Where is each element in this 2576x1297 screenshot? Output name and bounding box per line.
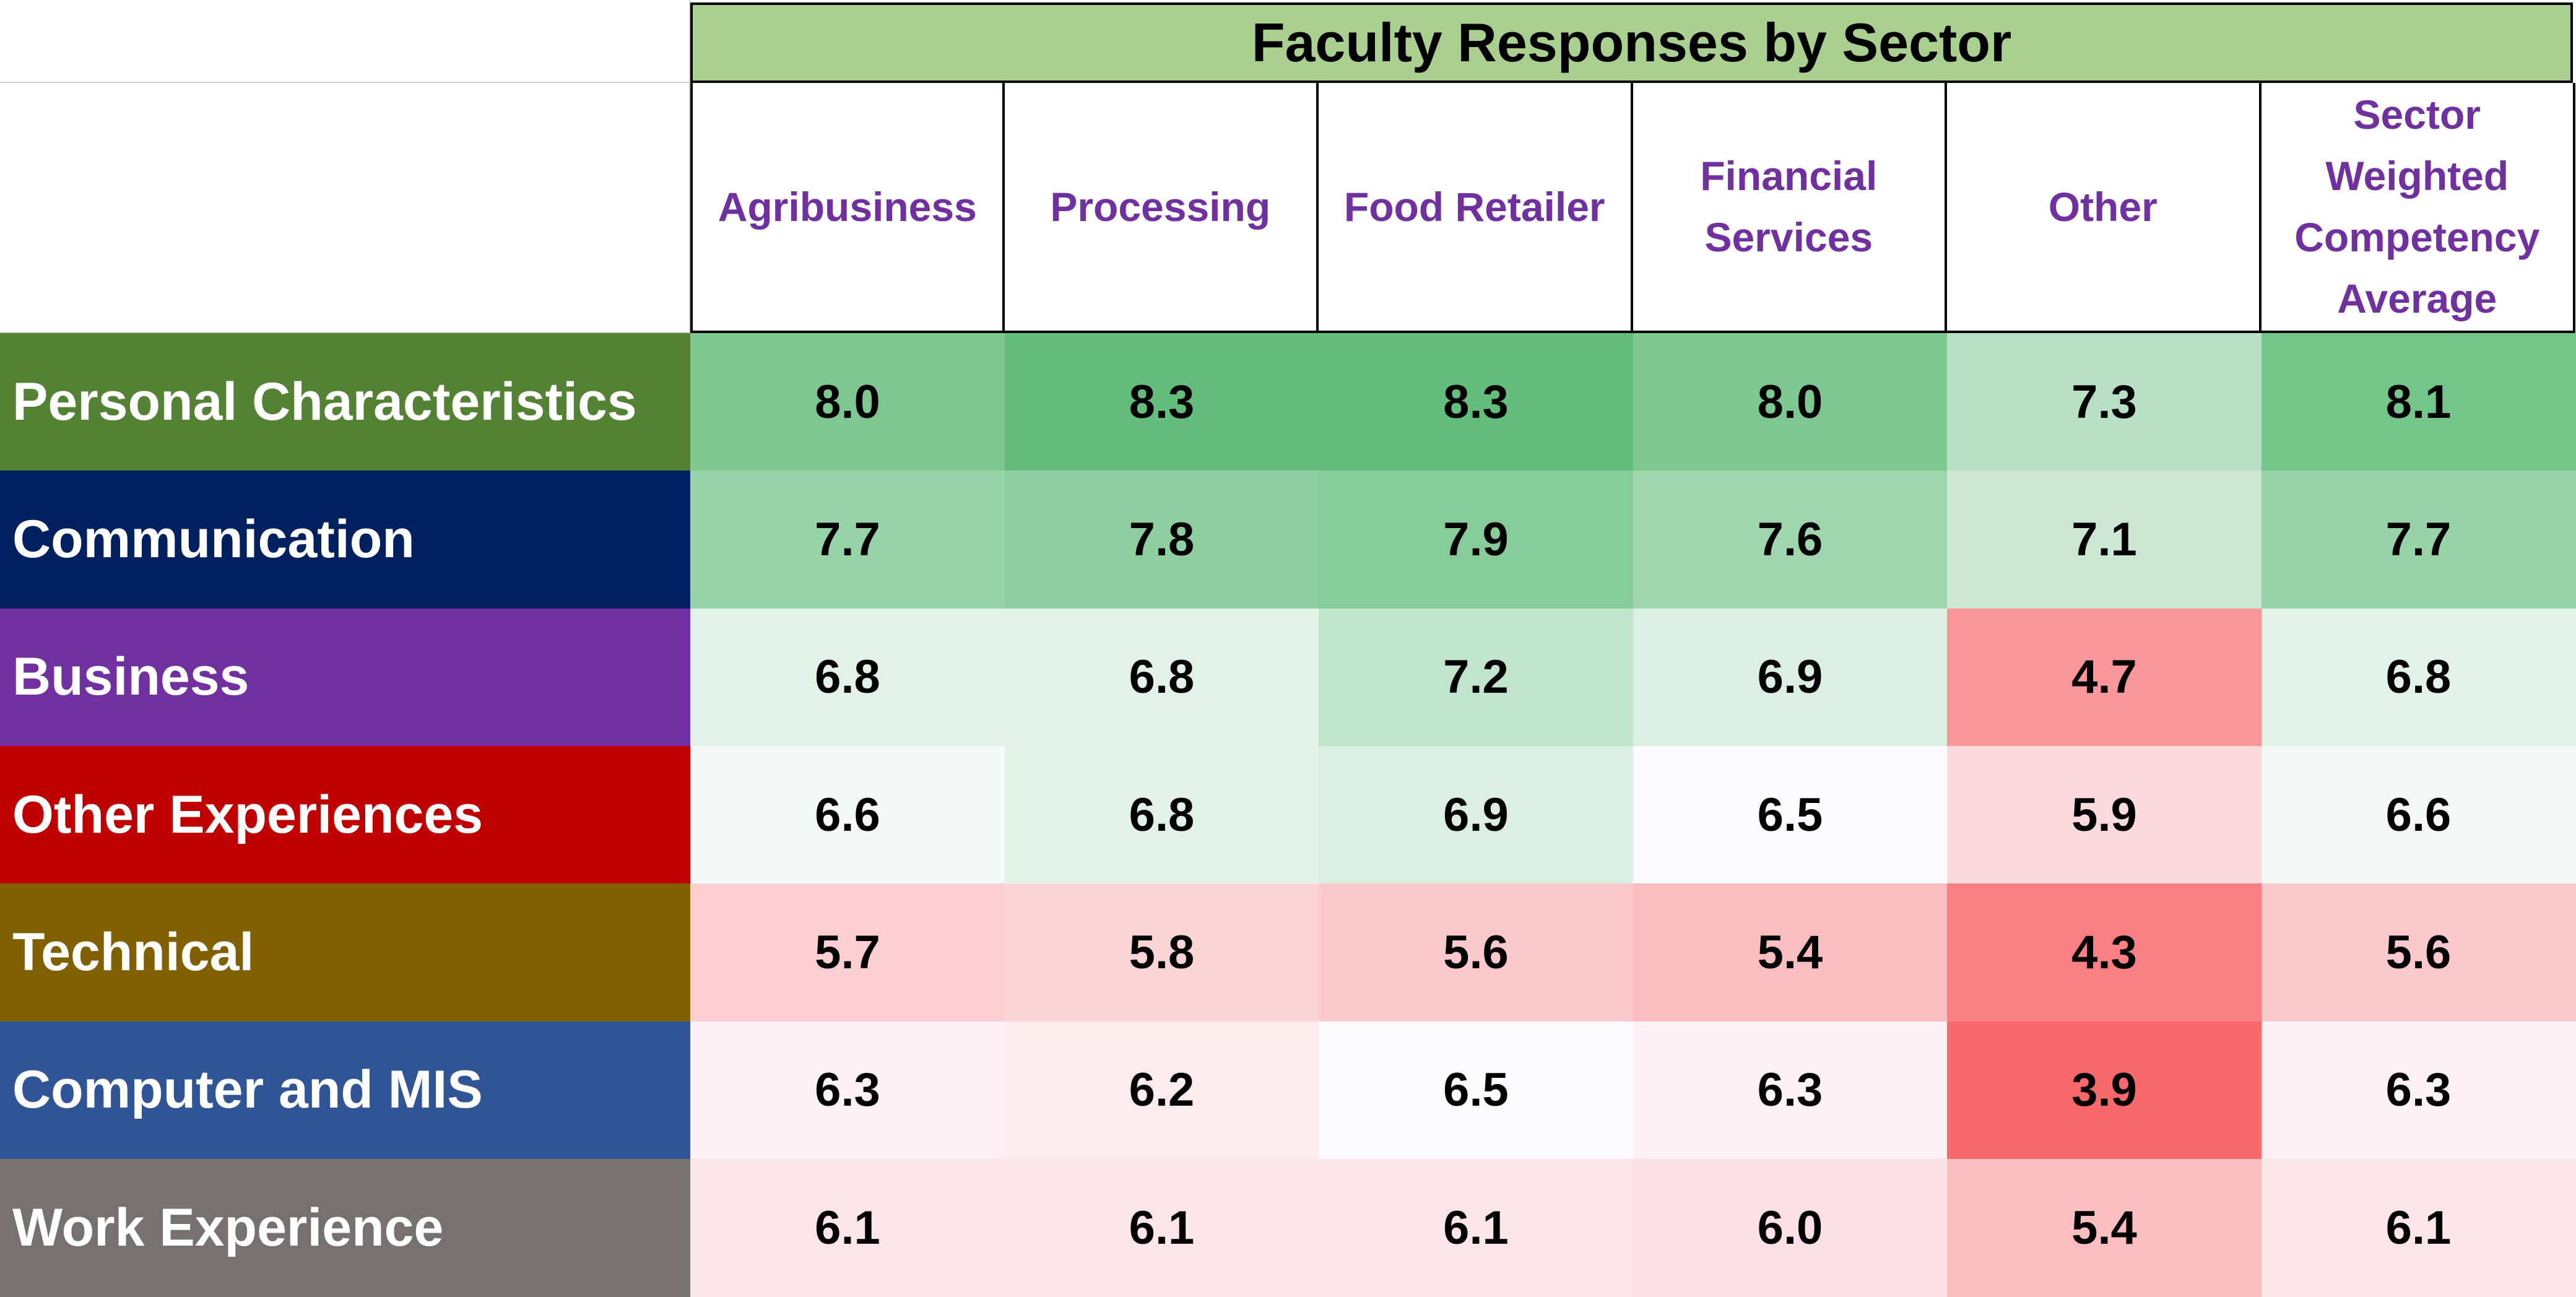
heatmap-cell: 3.9 [1947, 1021, 2262, 1160]
heatmap-cell: 6.1 [1319, 1158, 1633, 1297]
heatmap-cell: 7.9 [1319, 471, 1633, 609]
heatmap-cell: 6.3 [2261, 1021, 2576, 1160]
column-header: Processing [1002, 83, 1319, 333]
chart-title: Faculty Responses by Sector [690, 2, 2573, 83]
heatmap-cell: 6.9 [1633, 608, 1948, 747]
column-header: Other [1945, 83, 2262, 333]
row-header: Communication [0, 471, 690, 609]
heatmap-cell: 5.4 [1633, 883, 1948, 1022]
heatmap-cell: 5.9 [1947, 745, 2262, 884]
heatmap-cell: 4.3 [1947, 883, 2262, 1022]
heatmap-cell: 7.2 [1319, 608, 1633, 747]
heatmap-cell: 8.3 [1004, 333, 1319, 471]
column-header: Agribusiness [690, 83, 1005, 333]
heatmap-cell: 8.3 [1319, 333, 1633, 471]
corner-blank-top [0, 0, 690, 83]
heatmap-cell: 5.6 [1319, 883, 1633, 1022]
row-header: Other Experiences [0, 745, 690, 884]
heatmap-cell: 6.1 [2261, 1158, 2576, 1297]
heatmap-cell: 5.8 [1004, 883, 1319, 1022]
heatmap-cell: 6.1 [690, 1158, 1005, 1297]
heatmap-cell: 7.1 [1947, 471, 2262, 609]
heatmap-cell: 8.0 [690, 333, 1005, 471]
heatmap-cell: 6.8 [2261, 608, 2576, 747]
row-header: Business [0, 608, 690, 747]
heatmap-cell: 6.0 [1633, 1158, 1948, 1297]
heatmap-cell: 7.7 [690, 471, 1005, 609]
heatmap-cell: 6.8 [1004, 608, 1319, 747]
heatmap-cell: 6.8 [690, 608, 1005, 747]
corner-blank-bottom [0, 83, 690, 333]
heatmap-cell: 7.6 [1633, 471, 1948, 609]
heatmap-cell: 6.9 [1319, 745, 1633, 884]
heatmap-cell: 6.1 [1004, 1158, 1319, 1297]
column-header: Financial Services [1630, 83, 1947, 333]
row-header: Computer and MIS [0, 1021, 690, 1160]
heatmap-cell: 6.2 [1004, 1021, 1319, 1160]
row-header: Personal Characteristics [0, 333, 690, 471]
heatmap-cell: 6.6 [2261, 745, 2576, 884]
heatmap-cell: 7.7 [2261, 471, 2576, 609]
heatmap-cell: 6.5 [1633, 745, 1948, 884]
row-header: Technical [0, 883, 690, 1022]
heatmap-cell: 6.8 [1004, 745, 1319, 884]
column-header: Sector Weighted Competency Average [2258, 83, 2575, 333]
heatmap-cell: 6.5 [1319, 1021, 1633, 1160]
heatmap-cell: 7.8 [1004, 471, 1319, 609]
heatmap-cell: 5.4 [1947, 1158, 2262, 1297]
heatmap-cell: 6.6 [690, 745, 1005, 884]
heatmap-cell: 8.1 [2261, 333, 2576, 471]
heatmap-cell: 4.7 [1947, 608, 2262, 747]
heatmap-cell: 6.3 [690, 1021, 1005, 1160]
heatmap-cell: 5.6 [2261, 883, 2576, 1022]
heatmap-cell: 6.3 [1633, 1021, 1948, 1160]
heatmap-cell: 8.0 [1633, 333, 1948, 471]
heatmap-cell: 5.7 [690, 883, 1005, 1022]
column-header: Food Retailer [1316, 83, 1633, 333]
row-header: Work Experience [0, 1158, 690, 1297]
heatmap-cell: 7.3 [1947, 333, 2262, 471]
